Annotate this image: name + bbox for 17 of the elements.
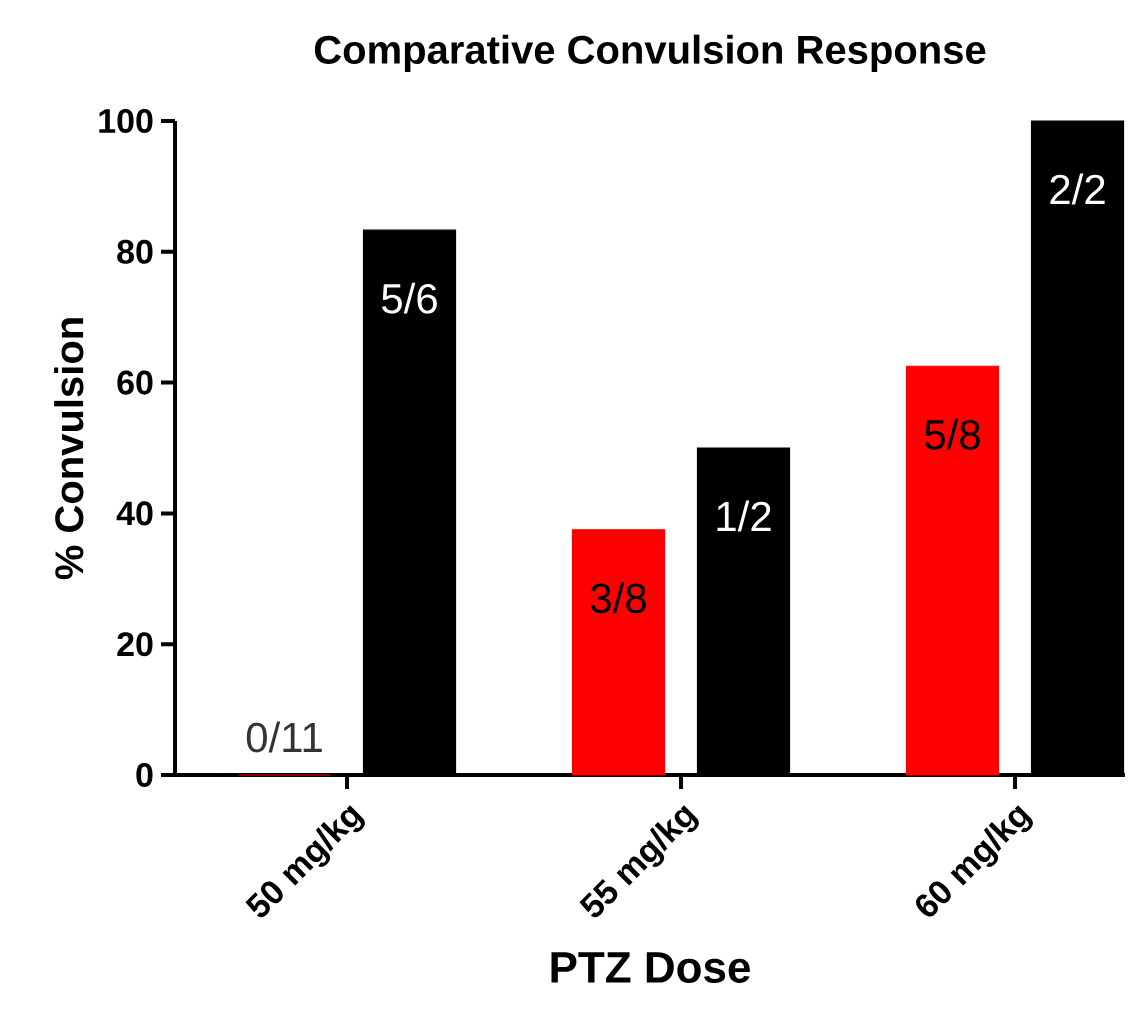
y-tick-label: 20 (117, 632, 153, 657)
bar (571, 529, 666, 776)
y-tick-label: 40 (116, 501, 153, 526)
bar (905, 365, 1000, 776)
x-axis-title: PTZ Dose (551, 952, 750, 983)
annotation: 0/11 (246, 721, 322, 753)
annotation: 5/6 (382, 282, 437, 314)
annotation: 2/2 (1050, 173, 1105, 205)
y-tick-label: 80 (117, 239, 153, 264)
y-tick-label: 60 (117, 370, 153, 395)
y-tick-label: 100 (99, 108, 153, 134)
chart-title: Comparative Convulsion Response (314, 34, 986, 72)
y-tick-label: 0 (136, 762, 153, 788)
annotation: 3/8 (590, 582, 646, 614)
annotation: 5/8 (925, 418, 980, 450)
annotation: 1/2 (717, 500, 771, 532)
y-axis-title: % Convulsion (54, 318, 84, 580)
